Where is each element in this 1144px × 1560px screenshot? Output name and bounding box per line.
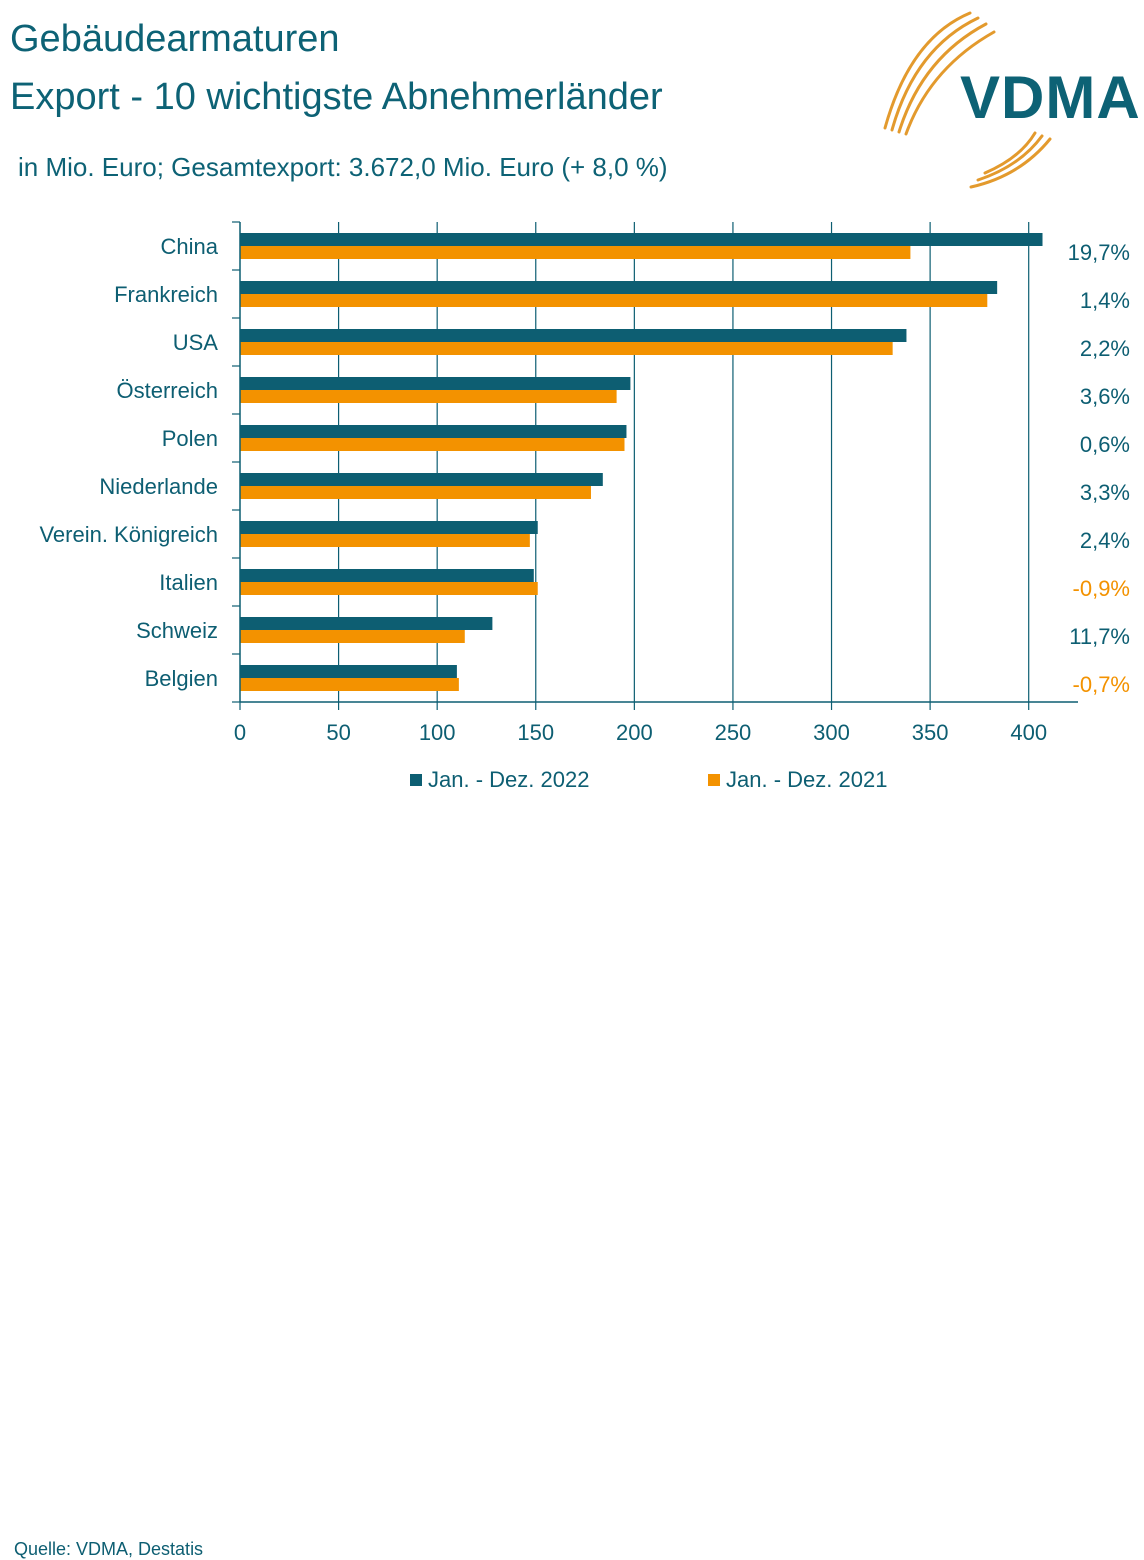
- category-label: Österreich: [117, 378, 218, 403]
- chart-title-line-2: Export - 10 wichtigste Abnehmerländer: [10, 76, 663, 118]
- category-label: Schweiz: [136, 618, 218, 643]
- chart-bars: [240, 233, 1043, 691]
- x-tick-label: 200: [616, 720, 653, 745]
- x-tick-label: 100: [419, 720, 456, 745]
- x-tick-label: 0: [234, 720, 246, 745]
- bar-2022: [240, 329, 907, 342]
- chart-legend: Quelle: VDMA, Destatis Jan. - Dez. 2022 …: [0, 767, 1144, 1559]
- x-tick-label: 400: [1010, 720, 1047, 745]
- x-tick-label: 50: [326, 720, 350, 745]
- change-label: -0,7%: [1073, 672, 1130, 697]
- change-label: 11,7%: [1069, 624, 1130, 649]
- legend-label-2021: Jan. - Dez. 2021: [726, 767, 888, 792]
- change-label: 2,2%: [1080, 336, 1130, 361]
- bar-2021: [240, 294, 988, 307]
- x-tick-label: 250: [715, 720, 752, 745]
- legend-label-2022: Jan. - Dez. 2022: [428, 767, 590, 792]
- change-label: 3,3%: [1080, 480, 1130, 505]
- bar-2021: [240, 582, 538, 595]
- bar-2021: [240, 246, 911, 259]
- change-label: 0,6%: [1080, 432, 1130, 457]
- bar-2021: [240, 630, 465, 643]
- bar-2022: [240, 377, 631, 390]
- bar-2022: [240, 233, 1043, 246]
- category-label: Frankreich: [114, 282, 218, 307]
- legend-swatch-2021: [708, 774, 720, 786]
- x-tick-label: 350: [912, 720, 949, 745]
- source-note: Quelle: VDMA, Destatis: [14, 1539, 204, 1559]
- bar-2021: [240, 486, 591, 499]
- bar-2022: [240, 425, 627, 438]
- legend-item-2021: Jan. - Dez. 2021: [708, 767, 887, 793]
- category-label: USA: [173, 330, 219, 355]
- chart-title-line-1: Gebäudearmaturen: [10, 18, 340, 60]
- x-tick-label: 300: [813, 720, 850, 745]
- bar-2021: [240, 678, 459, 691]
- bar-chart: 0 50 100 150 200 250 300 350 400 China 19,7% Frank…: [39, 221, 1130, 745]
- bar-2022: [240, 569, 534, 582]
- bar-2021: [240, 534, 530, 547]
- legend-swatch-2022: [410, 774, 422, 786]
- change-label: 3,6%: [1080, 384, 1130, 409]
- chart-labels: China 19,7% Frankreich 1,4% USA 2,2% Österreic…: [39, 234, 1130, 697]
- change-label: 2,4%: [1080, 528, 1130, 553]
- chart-subtitle: in Mio. Euro; Gesamtexport: 3.672,0 Mio.…: [18, 152, 668, 182]
- vdma-arc-logo-icon: [883, 11, 1052, 189]
- bar-2022: [240, 281, 998, 294]
- change-label: -0,9%: [1073, 576, 1130, 601]
- category-label: China: [161, 234, 219, 259]
- chart-axes: 0 50 100 150 200 250 300 350 400: [232, 221, 1078, 745]
- bar-2022: [240, 473, 603, 486]
- bar-2021: [240, 438, 625, 451]
- bar-2022: [240, 617, 493, 630]
- category-label: Polen: [162, 426, 218, 451]
- x-tick-label: 150: [517, 720, 554, 745]
- bar-2021: [240, 390, 617, 403]
- bar-2022: [240, 665, 457, 678]
- category-label: Niederlande: [99, 474, 218, 499]
- change-label: 1,4%: [1080, 288, 1130, 313]
- change-label: 19,7%: [1068, 240, 1130, 265]
- category-label: Italien: [159, 570, 218, 595]
- legend-item-2022: Jan. - Dez. 2022: [410, 767, 589, 793]
- vdma-logo-text: VDMA: [960, 64, 1141, 131]
- category-label: Verein. Königreich: [39, 522, 218, 547]
- category-label: Belgien: [145, 666, 218, 691]
- bar-2022: [240, 521, 538, 534]
- bar-2021: [240, 342, 893, 355]
